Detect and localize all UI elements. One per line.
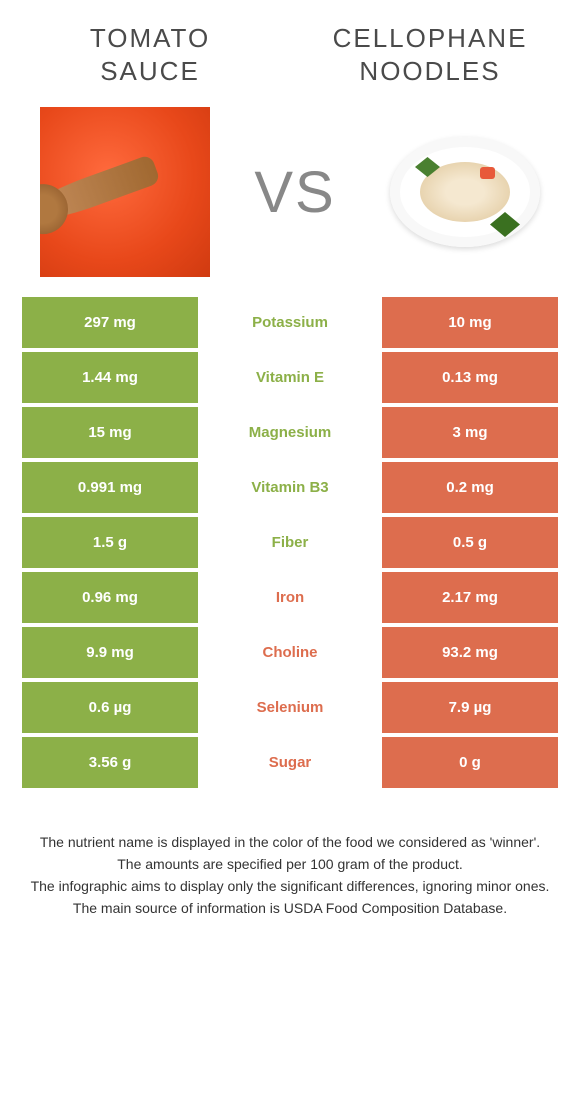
left-value: 3.56 g — [22, 737, 198, 788]
title-line: SAUCE — [40, 55, 260, 88]
plate-icon — [390, 137, 540, 247]
vs-label: VS — [254, 159, 335, 226]
right-value: 0.5 g — [382, 517, 558, 568]
table-row: 0.6 µgSelenium7.9 µg — [22, 682, 558, 733]
nutrient-name: Iron — [198, 572, 382, 623]
left-value: 15 mg — [22, 407, 198, 458]
right-value: 3 mg — [382, 407, 558, 458]
cellophane-noodles-image — [380, 127, 550, 257]
left-value: 0.991 mg — [22, 462, 198, 513]
left-value: 0.6 µg — [22, 682, 198, 733]
right-value: 7.9 µg — [382, 682, 558, 733]
nutrient-name: Vitamin B3 — [198, 462, 382, 513]
left-value: 297 mg — [22, 297, 198, 348]
table-row: 1.44 mgVitamin E0.13 mg — [22, 352, 558, 403]
left-value: 9.9 mg — [22, 627, 198, 678]
right-value: 0.13 mg — [382, 352, 558, 403]
right-value: 93.2 mg — [382, 627, 558, 678]
right-food-title: CELLOPHANE NOODLES — [320, 22, 540, 87]
footnote-line: The nutrient name is displayed in the co… — [20, 832, 560, 853]
left-value: 0.96 mg — [22, 572, 198, 623]
right-value: 2.17 mg — [382, 572, 558, 623]
right-value: 10 mg — [382, 297, 558, 348]
table-row: 0.96 mgIron2.17 mg — [22, 572, 558, 623]
right-value: 0.2 mg — [382, 462, 558, 513]
table-row: 9.9 mgCholine93.2 mg — [22, 627, 558, 678]
left-food-title: TOMATO SAUCE — [40, 22, 260, 87]
table-row: 0.991 mgVitamin B30.2 mg — [22, 462, 558, 513]
nutrient-name: Vitamin E — [198, 352, 382, 403]
table-row: 297 mgPotassium10 mg — [22, 297, 558, 348]
spoon-icon — [40, 154, 161, 230]
images-row: VS — [0, 97, 580, 297]
table-row: 15 mgMagnesium3 mg — [22, 407, 558, 458]
table-row: 1.5 gFiber0.5 g — [22, 517, 558, 568]
nutrient-table: 297 mgPotassium10 mg1.44 mgVitamin E0.13… — [0, 297, 580, 788]
nutrient-name: Choline — [198, 627, 382, 678]
title-line: TOMATO — [40, 22, 260, 55]
left-value: 1.44 mg — [22, 352, 198, 403]
title-line: CELLOPHANE — [320, 22, 540, 55]
footnote-line: The infographic aims to display only the… — [20, 876, 560, 897]
tomato-sauce-image — [40, 107, 210, 277]
right-value: 0 g — [382, 737, 558, 788]
footnote-line: The main source of information is USDA F… — [20, 898, 560, 919]
nutrient-name: Sugar — [198, 737, 382, 788]
title-line: NOODLES — [320, 55, 540, 88]
left-value: 1.5 g — [22, 517, 198, 568]
header: TOMATO SAUCE CELLOPHANE NOODLES — [0, 0, 580, 97]
footnote-line: The amounts are specified per 100 gram o… — [20, 854, 560, 875]
nutrient-name: Fiber — [198, 517, 382, 568]
nutrient-name: Potassium — [198, 297, 382, 348]
table-row: 3.56 gSugar0 g — [22, 737, 558, 788]
footnotes: The nutrient name is displayed in the co… — [0, 792, 580, 919]
nutrient-name: Magnesium — [198, 407, 382, 458]
nutrient-name: Selenium — [198, 682, 382, 733]
